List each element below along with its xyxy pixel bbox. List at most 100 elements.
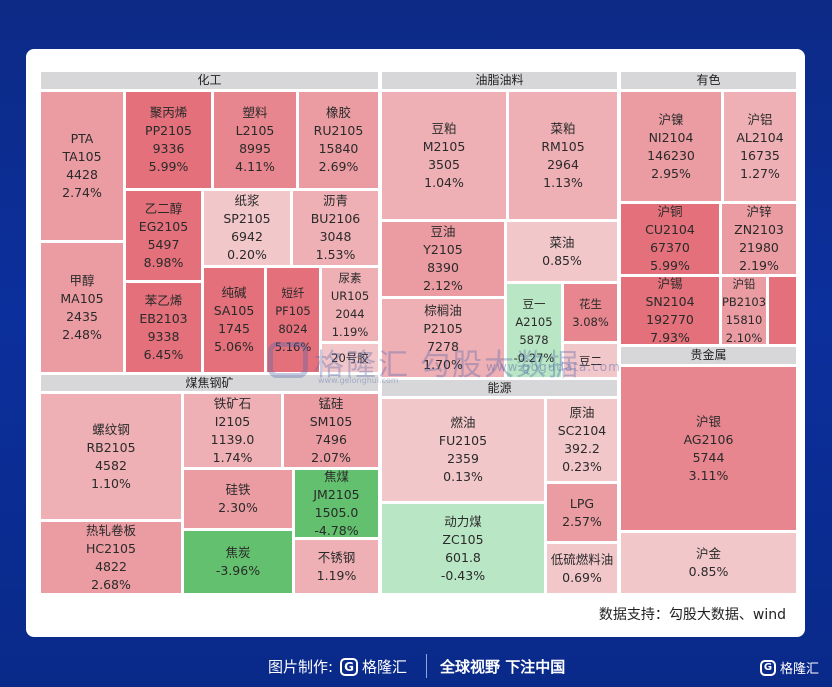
corner-brand: 格隆汇 [780,662,820,677]
treemap-tile: 热轧卷板 HC2105 4822 2.68% [40,521,182,594]
tile-price: 8390 [427,260,459,275]
tile-name: 焦煤 [323,469,349,484]
brand-name: 格隆汇 [362,658,408,676]
tile-price: 5878 [519,332,549,347]
tile-name: 聚丙烯 [149,105,188,120]
tile-price: 146230 [647,147,695,163]
tile-name: 动力煤 [444,513,482,529]
treemap-tile: LPG 2.57% [546,483,618,542]
tile-name: 沪镍 [658,111,684,127]
tile-code: MA105 [60,290,104,306]
tile-price: 2964 [547,156,579,172]
tile-change: 1.13% [543,174,583,190]
treemap-tile: 硅铁 2.30% [183,469,293,529]
tile-price: 1139.0 [210,431,255,447]
tile-change: 2.19% [739,258,779,273]
tile-code: A2105 [515,314,553,329]
tile-change: 1.74% [212,449,253,465]
tile-name: 沪锡 [657,276,683,291]
corner-logo-icon: G [760,660,776,676]
tile-name: 甲醇 [69,272,95,288]
treemap-tile: 聚丙烯 PP2105 9336 5.99% [125,91,212,189]
tile-name: 豆二 [579,353,602,368]
treemap-tile: 焦炭 -3.96% [183,530,293,594]
treemap-tile: 豆粕 M2105 3505 1.04% [381,91,507,220]
tile-price: 15840 [318,141,359,156]
tile-code: SM105 [309,413,353,429]
treemap-tile: 锰硅 SM105 7496 2.07% [283,393,379,468]
tile-name: 沪银 [695,413,721,429]
tile-code: Y2105 [423,242,463,257]
treemap-tile: 短纤 PF105 8024 5.16% [266,267,320,373]
tile-change: 0.13% [443,469,483,484]
treemap-tile: 铁矿石 I2105 1139.0 1.74% [183,393,282,468]
tile-code: M2105 [422,138,466,154]
tile-name: PTA [70,131,94,146]
tile-name: 橡胶 [325,105,351,120]
tile-change: 1.10% [91,475,131,491]
tile-name: 纯碱 [221,285,247,300]
tile-name: 热轧卷板 [85,522,136,538]
tile-change: 6.45% [143,346,184,362]
tile-code: EG2105 [138,218,189,234]
tile-price: 7278 [427,339,459,354]
tile-name: 豆一 [522,296,546,311]
treemap-tile: 不锈钢 1.19% [294,539,379,594]
tile-price: 3048 [319,229,352,244]
tile-code: UR105 [330,288,370,303]
tile-price: 21980 [739,240,779,255]
tile-price: 9336 [152,141,185,156]
tile-name: 豆油 [430,224,456,239]
tile-change: 1.27% [740,165,780,181]
tile-change: 5.06% [214,339,254,354]
tile-price: 601.8 [445,549,481,565]
tile-name: 原油 [569,405,595,420]
treemap-tile: 原油 SC2104 392.2 0.23% [546,398,618,482]
tile-change: -4.78% [314,522,359,538]
tile-change: 2.95% [651,165,691,181]
bottom-bar: 图片制作: G 格隆汇 全球视野 下注中国 G 格隆汇 [0,648,832,684]
tile-code: RB2105 [86,439,136,455]
tile-code: L2105 [235,123,275,138]
tile-code: ZC105 [442,531,484,547]
treemap-tile: 苯乙烯 EB2103 9338 6.45% [125,282,202,373]
tile-price: 8024 [278,322,308,336]
tile-price: 4582 [95,457,127,473]
treemap-tile: 低硫燃料油 0.69% [546,543,618,594]
tile-change: 2.57% [562,513,602,529]
tile-change: 2.07% [311,449,351,465]
tile-name: 沪铜 [657,204,683,219]
group-header: 贵金属 [620,346,797,365]
tile-name: 沪铅 [732,276,756,291]
treemap-tile: 豆油 Y2105 8390 2.12% [381,221,505,297]
tile-change: -3.96% [215,563,261,578]
tile-code: EB2103 [139,310,188,326]
tile-price: 192770 [646,311,694,327]
tile-price: 1745 [218,321,250,336]
tile-change: 1.53% [315,247,356,262]
tile-code: SN2104 [645,293,695,309]
tile-name: 低硫燃料油 [550,551,614,567]
tile-code: AL2104 [736,129,784,145]
tile-code: RM105 [541,138,585,154]
tile-change: 2.12% [423,278,463,293]
tile-change: 3.11% [688,467,729,483]
group-header: 有色 [620,71,797,90]
tile-name: 塑料 [242,105,268,120]
tile-price: 2044 [335,306,365,321]
treemap-tile: 棕榈油 P2105 7278 1.70% [381,298,505,378]
treemap-tile: PTA TA105 4428 2.74% [40,91,124,241]
treemap-tile: 沪镍 NI2104 146230 2.95% [620,91,722,202]
treemap-tile: 沪金 0.85% [620,532,797,594]
tile-change: 0.69% [562,569,602,585]
tile-price: 7496 [315,431,347,447]
tile-name: 沪金 [695,546,721,561]
tile-name: 沪锌 [746,204,772,219]
tile-code: SC2104 [557,423,607,438]
group-header: 能源 [381,379,618,397]
tile-name: LPG [569,495,595,511]
treemap-tile: 20号胶 [321,343,379,373]
tile-change: 0.85% [688,564,729,579]
tile-name: 豆粕 [431,120,457,136]
tile-change: 8.98% [143,254,184,270]
